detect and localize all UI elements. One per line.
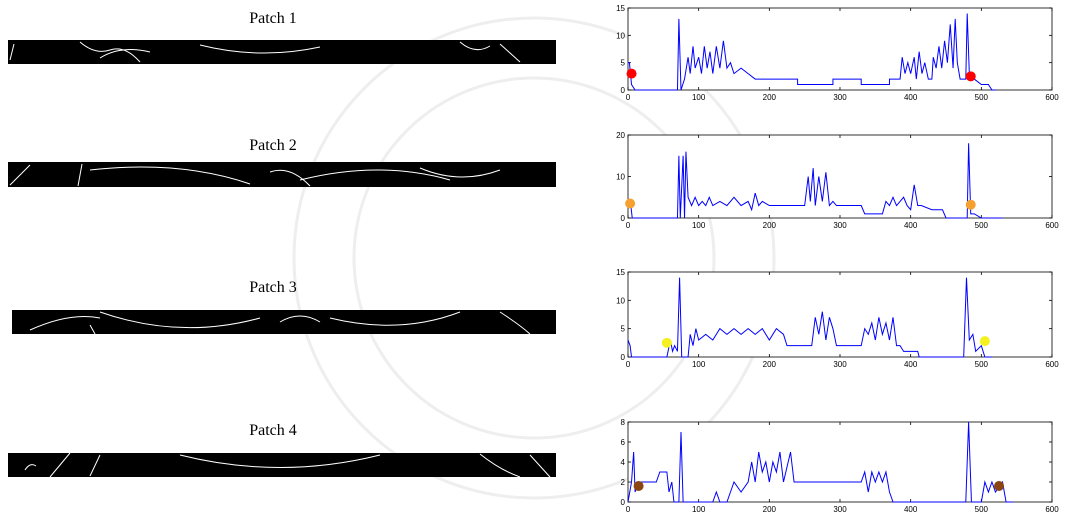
x-tick-label: 0 bbox=[626, 221, 631, 230]
y-tick-label: 0 bbox=[621, 86, 626, 95]
y-tick-label: 0 bbox=[621, 214, 626, 223]
x-tick-label: 0 bbox=[626, 93, 631, 102]
plot-frame bbox=[627, 134, 1053, 219]
y-tick-label: 10 bbox=[616, 296, 625, 305]
y-tick-label: 20 bbox=[616, 131, 625, 140]
marker-point bbox=[626, 68, 637, 79]
data-line bbox=[627, 277, 992, 358]
x-tick-label: 400 bbox=[904, 93, 918, 102]
x-tick-label: 0 bbox=[626, 505, 631, 514]
x-tick-label: 200 bbox=[763, 221, 777, 230]
data-line bbox=[628, 143, 1003, 219]
edge-lines bbox=[9, 41, 521, 63]
x-tick-label: 500 bbox=[975, 93, 989, 102]
x-tick-label: 300 bbox=[833, 505, 847, 514]
watermark bbox=[292, 16, 776, 500]
patch-label: Patch 3 bbox=[249, 279, 297, 296]
y-tick-label: 0 bbox=[621, 498, 626, 507]
y-tick-label: 15 bbox=[616, 268, 625, 277]
marker-point bbox=[633, 481, 644, 491]
data-line bbox=[627, 421, 1014, 503]
y-tick-label: 0 bbox=[621, 353, 626, 362]
patch-strip bbox=[12, 310, 556, 334]
y-tick-label: 10 bbox=[616, 31, 625, 40]
y-tick-label: 6 bbox=[621, 438, 626, 447]
x-tick-label: 100 bbox=[692, 93, 706, 102]
x-tick-label: 400 bbox=[904, 505, 918, 514]
x-tick-label: 600 bbox=[1045, 505, 1059, 514]
line-chart: 0 100 200 300 400 500 600 0 5 10 15 bbox=[616, 268, 1059, 369]
x-tick-label: 500 bbox=[975, 505, 989, 514]
marker-point bbox=[965, 71, 976, 82]
x-tick-label: 100 bbox=[692, 221, 706, 230]
x-tick-label: 600 bbox=[1045, 93, 1059, 102]
y-tick-label: 5 bbox=[621, 59, 626, 68]
patch-strip bbox=[8, 453, 556, 477]
x-tick-label: 300 bbox=[833, 221, 847, 230]
x-tick-label: 500 bbox=[975, 360, 989, 369]
x-tick-label: 0 bbox=[626, 360, 631, 369]
x-tick-label: 500 bbox=[975, 221, 989, 230]
x-tick-label: 600 bbox=[1045, 360, 1059, 369]
data-line bbox=[628, 13, 996, 91]
y-tick-label: 5 bbox=[621, 325, 626, 334]
x-tick-label: 600 bbox=[1045, 221, 1059, 230]
patch-2: Patch 2 bbox=[8, 137, 556, 187]
plot-frame bbox=[627, 421, 1053, 503]
x-tick-label: 300 bbox=[833, 93, 847, 102]
x-tick-label: 100 bbox=[692, 360, 706, 369]
edge-lines bbox=[9, 163, 501, 187]
marker-point bbox=[979, 336, 990, 347]
y-tick-label: 8 bbox=[621, 418, 626, 427]
patch-strip bbox=[8, 162, 556, 187]
x-tick-label: 300 bbox=[833, 360, 847, 369]
marker-point bbox=[965, 199, 976, 210]
edge-lines bbox=[29, 311, 531, 335]
marker-point bbox=[661, 337, 672, 348]
line-chart: 0 100 200 300 400 500 600 0 2 4 6 8 bbox=[621, 418, 1060, 514]
patch-label: Patch 4 bbox=[249, 422, 297, 439]
y-tick-label: 10 bbox=[616, 173, 625, 182]
edge-lines bbox=[24, 452, 551, 478]
y-tick-label: 15 bbox=[616, 4, 625, 13]
patch-label: Patch 2 bbox=[249, 137, 297, 154]
patch-label: Patch 1 bbox=[249, 10, 297, 27]
line-chart: 0 100 200 300 400 500 600 0 5 10 15 bbox=[616, 4, 1059, 102]
x-tick-label: 200 bbox=[763, 93, 777, 102]
marker-point bbox=[994, 481, 1004, 491]
y-tick-label: 2 bbox=[621, 478, 626, 487]
x-tick-label: 200 bbox=[763, 360, 777, 369]
line-chart: 0 100 200 300 400 500 600 0 10 20 bbox=[616, 131, 1059, 230]
x-tick-label: 400 bbox=[904, 360, 918, 369]
y-tick-label: 4 bbox=[621, 458, 626, 467]
marker-point bbox=[625, 198, 636, 209]
patch-3: Patch 3 bbox=[12, 279, 556, 335]
patch-1: Patch 1 bbox=[8, 10, 556, 64]
x-tick-label: 100 bbox=[692, 505, 706, 514]
x-tick-label: 200 bbox=[763, 505, 777, 514]
x-tick-label: 400 bbox=[904, 221, 918, 230]
patch-4: Patch 4 bbox=[8, 422, 556, 478]
plot-frame bbox=[627, 7, 1053, 91]
